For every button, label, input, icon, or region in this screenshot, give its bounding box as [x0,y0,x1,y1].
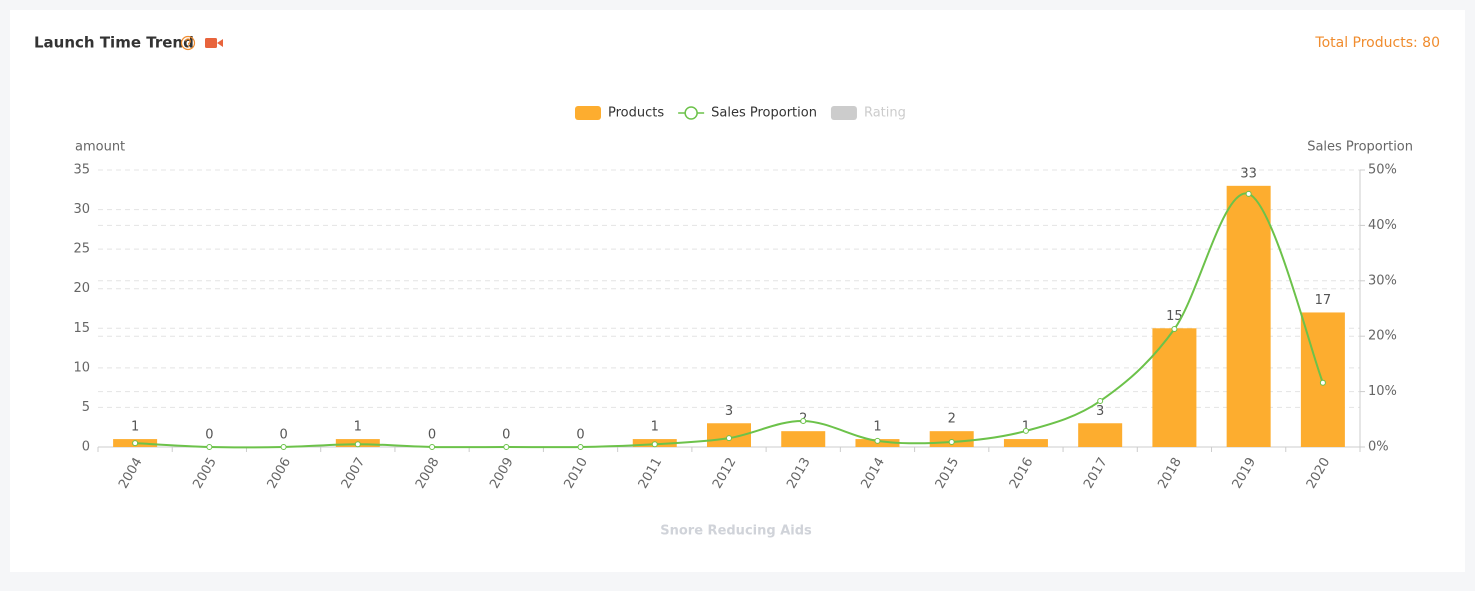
bar-value-label: 3 [725,404,733,419]
bar-value-label: 0 [502,428,510,443]
bar-value-label: 1 [354,420,362,435]
line-point [651,441,658,448]
bar [1078,423,1123,447]
line-point [354,441,361,448]
bar-value-label: 0 [279,428,287,443]
help-circle [180,35,196,51]
bar-value-label: 1 [1022,420,1030,435]
line-point [577,444,584,450]
bar-value-label: 3 [1096,404,1104,419]
legend-swatch [575,106,601,120]
video-icon[interactable] [205,38,223,48]
bar [707,423,751,447]
help-icon[interactable] [180,35,196,51]
legend-label: Products [608,106,664,121]
bar-value-label: 0 [205,428,213,443]
legend-item[interactable]: Rating [830,106,906,121]
y-tick-label: 10 [73,360,90,375]
total-products: Total Products: 80 [1314,35,1440,51]
y2-tick-label: 20% [1368,329,1397,344]
line-point [1319,379,1326,386]
line-point [206,444,213,450]
line-point [800,417,807,424]
y2-tick-label: 30% [1368,273,1397,288]
bar-value-label: 0 [428,428,436,443]
bar-value-label: 1 [131,420,139,435]
total-value: 80 [1422,35,1440,51]
line-point [1022,427,1029,434]
y-tick-label: 30 [73,202,90,217]
chart-title: Launch Time Trend [34,34,194,52]
help-mark [185,38,191,45]
line-point [874,437,881,444]
legend-item[interactable]: Products [575,106,664,121]
y2-tick-label: 0% [1368,440,1389,455]
x-axis-label: Snore Reducing Aids [660,524,812,539]
line-point [948,439,955,446]
bar-value-label: 33 [1240,166,1257,181]
y-tick-label: 0 [82,440,90,455]
line-point [429,444,436,450]
line-point [1097,398,1104,405]
bar-value-label: 2 [948,412,956,427]
bar-value-label: 1 [651,420,659,435]
y-tick-label: 20 [73,281,90,296]
bar-value-label: 1 [873,420,881,435]
line-point [280,444,287,450]
legend-label: Sales Proportion [711,106,817,121]
line-point [132,440,139,447]
bar [781,431,826,447]
bar [1152,328,1197,447]
legend-swatch [830,106,857,120]
bar [1003,439,1048,447]
bar [1226,185,1271,448]
y2-axis-label: Sales Proportion [1307,140,1413,155]
video-body [205,38,217,48]
video-lens [217,39,223,47]
line-point [1171,325,1178,332]
legend-item[interactable]: Sales Proportion [678,106,817,121]
line-point [1245,190,1252,197]
y-axis-label: amount [75,140,125,155]
help-dot [187,45,190,48]
y2-tick-label: 40% [1368,218,1397,233]
legend-swatch-dot [684,106,698,120]
card [10,10,1465,572]
legend-label: Rating [864,106,906,121]
y-tick-label: 35 [73,163,90,178]
total-label: Total Products: [1314,35,1417,51]
y2-tick-label: 50% [1368,163,1397,178]
y-tick-label: 15 [73,321,90,336]
bar-value-label: 0 [576,428,584,443]
bar-value-label: 17 [1315,293,1332,308]
line-point [503,444,510,450]
bar-value-label: 15 [1166,309,1183,324]
y-tick-label: 5 [82,400,90,415]
y2-tick-label: 10% [1368,384,1397,399]
line-point [726,435,732,442]
y-tick-label: 25 [73,242,90,257]
